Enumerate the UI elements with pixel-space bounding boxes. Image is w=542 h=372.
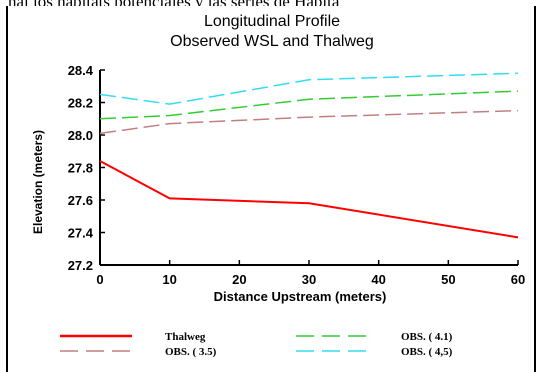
- top-caption-text: nal los hábitats potenciales y las serie…: [8, 0, 534, 12]
- y-tick-label: 27.2: [68, 258, 93, 273]
- legend: Thalweg OBS. ( 3.5) OBS. ( 4.1) OBS. ( 4,5): [60, 331, 453, 358]
- x-tick-label: 30: [302, 272, 316, 287]
- legend-label: OBS. ( 3.5): [165, 346, 217, 358]
- legend-label: OBS. ( 4.1): [401, 331, 453, 343]
- legend-label: Thalweg: [165, 331, 206, 343]
- chart-title: Longitudinal Profile: [204, 13, 340, 30]
- x-tick-label: 10: [162, 272, 176, 287]
- x-tick-label: 50: [441, 272, 455, 287]
- series-line-0: [99, 160, 519, 239]
- x-tick-label: 20: [232, 272, 246, 287]
- legend-label: OBS. ( 4,5): [401, 346, 453, 358]
- x-axis-title: Distance Upstream (meters): [214, 289, 387, 304]
- y-tick-label: 28.2: [68, 96, 93, 111]
- y-tick-label: 27.8: [68, 161, 93, 176]
- ticks-group: 0 10 20 30 40 50 60 27.2 27.4 27.6 27.8 28.0 28.2 28.…: [68, 63, 526, 287]
- series-line-1: [99, 109, 519, 135]
- x-tick-label: 60: [511, 272, 525, 287]
- y-tick-label: 28.0: [68, 128, 93, 143]
- x-tick-label: 40: [371, 272, 385, 287]
- y-axis-title: Elevation (meters): [31, 130, 45, 234]
- series-line-3: [99, 72, 519, 105]
- y-tick-label: 27.4: [68, 226, 94, 241]
- chart-subtitle: Observed WSL and Thalweg: [170, 33, 374, 50]
- y-tick-label: 27.6: [68, 193, 93, 208]
- series-line-2: [99, 90, 519, 120]
- chart-frame: [6, 6, 536, 372]
- x-tick-label: 0: [96, 272, 103, 287]
- series-group: [99, 72, 519, 239]
- y-tick-label: 28.4: [68, 63, 94, 78]
